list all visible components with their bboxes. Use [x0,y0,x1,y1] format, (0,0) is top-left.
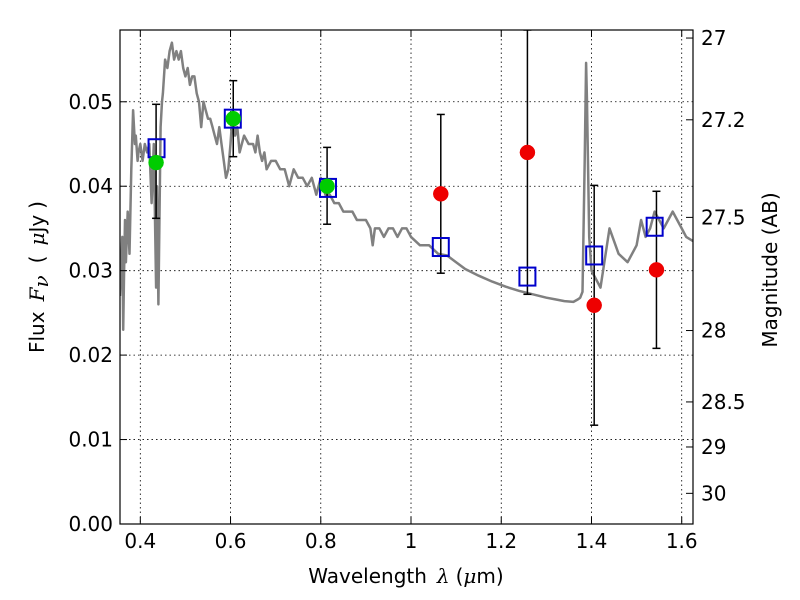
photometry-circle-point [648,262,665,278]
photometry-square-point [431,237,450,258]
y2-tick-label: 29 [701,435,726,459]
y2-axis-label: Magnitude (AB) [758,192,782,347]
photometry-circle-point [586,297,602,314]
y-tick-label: 0.03 [68,259,113,283]
photometry-circle-point [148,154,164,171]
y-axis-label-unit-close: ) [25,201,49,209]
circle-markers [148,110,665,314]
x-tick-label: 1 [405,529,418,553]
photometry-circle-point [433,186,449,202]
photometry-circle-point [225,110,241,127]
x-axis-label-symbol: λ [436,564,450,588]
photometry-circle-point [519,144,536,161]
model-spectrum-layer [120,41,693,332]
y-axis-label-unit-mu: μ [25,233,49,246]
y-axis-label: Flux Fν ( μJy) [25,201,53,353]
y-tick-label: 0.00 [68,512,113,536]
x-tick-label: 1.4 [576,529,608,553]
x-axis-label: Wavelength λ (μm) [308,564,503,588]
y-axis-label-unit-rest: Jy [25,215,49,235]
photometry-circle-point [319,178,335,194]
ticks: 0.4 0.6 0.8 1 1.2 1.4 1.6 0.00 0.01 0.02 0.03 0.04 0… [68,26,745,553]
y-axis-label-prefix: Flux [25,311,49,353]
x-tick-label: 0.4 [124,529,156,553]
photometry-square-point [585,245,604,266]
y2-tick-label: 28 [701,319,726,343]
model-spectrum-line [120,41,693,332]
x-tick-label: 1.6 [666,529,698,553]
y2-tick-label: 27 [701,26,726,50]
x-tick-label: 1.2 [485,529,517,553]
y-tick-label: 0.01 [68,428,113,452]
x-axis-label-prefix: Wavelength [308,564,427,588]
y-tick-label: 0.02 [68,343,113,367]
y-axis-label-unit-open: ( [25,256,49,264]
y2-tick-label: 28.5 [701,390,746,414]
y2-tick-label: 27.2 [701,108,746,132]
y2-tick-label: 27.5 [701,205,746,229]
x-tick-label: 0.6 [215,529,247,553]
plot-background [120,30,693,524]
y-axis-label-symbol: F [25,286,49,302]
x-axis-label-unit-open: ( [456,564,464,588]
y2-tick-label: 30 [701,481,726,505]
x-tick-label: 0.8 [305,529,337,553]
photometry-square-point [518,266,537,287]
x-axis-label-unit-rest: m) [476,564,503,588]
x-axis-label-unit-mu: μ [463,564,476,588]
y-tick-label: 0.05 [68,90,113,114]
photometry-square-point [645,216,664,237]
plot-frame [119,29,694,525]
y-tick-label: 0.04 [68,174,113,198]
grid [120,30,693,524]
y-axis-label-symbol-sub: ν [29,275,53,287]
